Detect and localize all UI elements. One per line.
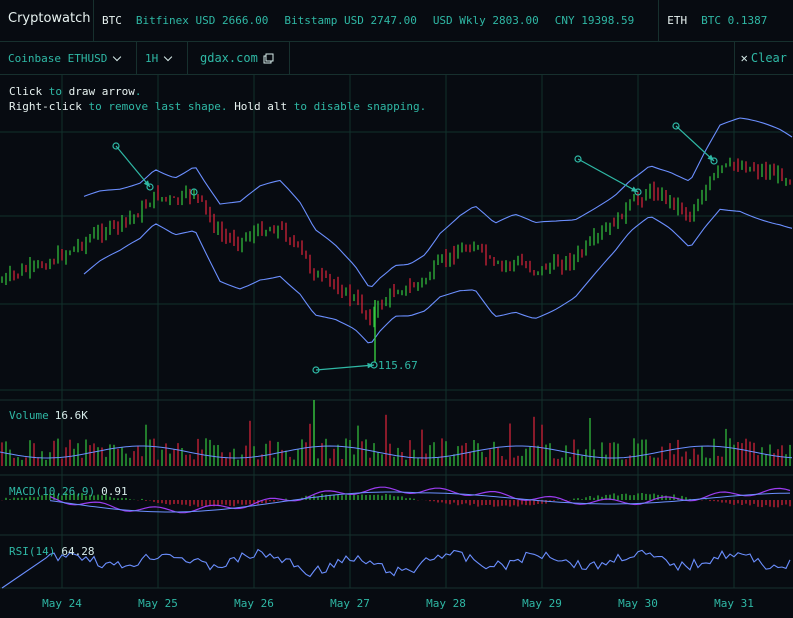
rsi-label: RSI(14) 64.28 [9,545,94,558]
rsi-title: RSI(14) [9,545,56,558]
drawn-arrow [115,145,151,188]
arrow-handle [190,188,198,196]
ticker-item[interactable]: CNY 19398.59 [555,14,634,27]
hint-line-2: Right-click to remove last shape. Hold a… [9,100,426,113]
ticker-item[interactable]: BTC 0.1387 [701,14,767,27]
arrow-head-icon [707,154,714,161]
ticker-label: USD Wkly [432,14,486,27]
drawn-arrow [315,364,375,371]
ticker-value: 0.1387 [727,14,768,27]
ticker-value: 19398.59 [581,14,635,27]
rsi-line [1,548,791,589]
ticker-item[interactable]: Bitstamp USD 2747.00 [284,14,416,27]
ticker-item[interactable]: USD Wkly 2803.00 [433,14,539,27]
bollinger-lower-band [83,208,793,344]
btc-symbol[interactable]: BTC [102,14,122,27]
period-selector[interactable]: 1H [137,42,188,74]
external-link-icon [263,53,274,63]
period-label: 1H [145,51,159,65]
ticker-label: Bitfinex USD [135,14,216,27]
hint-line-1: Click to draw arrow. [9,85,141,98]
clear-label: Clear [750,51,787,65]
x-axis-label: May 31 [714,597,754,610]
top-ticker-bar: Cryptowatch BTC Bitfinex USD 2666.00 Bit… [0,0,793,42]
arrow-head-icon [631,186,638,192]
hint-text: to [42,85,69,98]
volume-value: 16.6K [54,409,88,422]
volume-label: Volume 16.6K [9,409,88,422]
x-axis-label: May 26 [234,597,274,610]
arrow-handle [710,157,718,165]
arrow-handle [312,366,320,374]
low-price-label: 115.67 [378,359,418,372]
btc-ticker[interactable]: BTC Bitfinex USD 2666.00 Bitstamp USD 27… [94,0,658,41]
arrow-handle [146,183,154,191]
app-logo[interactable]: Cryptowatch [0,0,94,41]
x-axis-label: May 29 [522,597,562,610]
hint-text: to remove last shape. [81,100,235,113]
ticker-value: 2666.00 [221,14,269,27]
ticker-value: 2803.00 [492,14,539,27]
arrow-handle [634,188,642,196]
rsi-value: 64.28 [61,545,95,558]
x-axis-label: May 30 [618,597,658,610]
macd-label: MACD(10,26,9) 0.91 [9,485,128,498]
hint-key: Click [9,85,43,98]
eth-ticker[interactable]: ETH BTC 0.1387 [658,0,791,41]
volume-average-line [0,445,793,459]
eth-symbol[interactable]: ETH [667,14,688,27]
bollinger-upper-band [83,117,793,288]
arrow-head-icon [367,362,374,369]
close-icon: ✕ [740,51,748,65]
hint-key: Hold alt [234,100,288,113]
arrow-handle [574,155,582,163]
exchange-link-label: gdax.com [200,51,258,65]
hint-text: to disable snapping. [287,100,427,113]
ticker-value: 2747.00 [370,14,417,27]
clear-button[interactable]: ✕ Clear [733,42,793,74]
x-axis-label: May 28 [426,597,466,610]
ticker-item[interactable]: Bitfinex USD 2666.00 [136,14,268,27]
arrow-head-icon [143,180,150,187]
ticker-label: Bitstamp USD [284,14,364,27]
macd-signal-line [49,491,791,513]
ticker-label: BTC [701,14,722,27]
hint-key: Right-click [9,100,82,113]
arrow-handle [112,142,120,150]
drawn-arrow [675,125,715,162]
exchange-link[interactable]: gdax.com [188,42,290,74]
volume-title: Volume [9,409,49,422]
chart-toolbar: Coinbase ETHUSD 1H gdax.com ✕ Clear [0,42,793,75]
arrow-handle [672,122,680,130]
x-axis-label: May 24 [42,597,82,610]
macd-value: 0.91 [101,485,128,498]
x-axis-label: May 25 [138,597,178,610]
macd-line [49,486,791,514]
macd-title: MACD(10,26,9) [9,485,96,498]
ticker-label: CNY [554,14,575,27]
x-axis-label: May 27 [330,597,370,610]
hint-text: . [134,85,142,98]
drawn-arrow [577,158,639,193]
market-label: Coinbase ETHUSD [8,51,108,65]
hint-action: draw arrow [68,85,135,98]
market-selector[interactable]: Coinbase ETHUSD [0,42,137,74]
